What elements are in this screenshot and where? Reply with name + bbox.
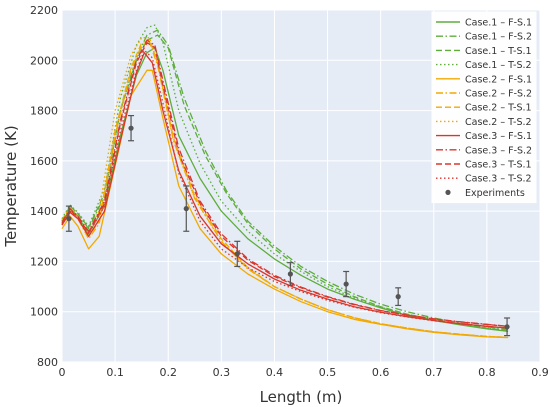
series-line-case-3-t-s-2 [61, 49, 509, 329]
legend-item: Case.2 – T-S.2 [436, 117, 532, 128]
experiment-point [343, 270, 350, 298]
series-line-case-3-t-s-1 [61, 42, 509, 328]
y-tick-label: 2000 [30, 54, 58, 67]
svg-text:Case.1 – T-S.2: Case.1 – T-S.2 [465, 60, 532, 71]
x-tick-label: 0.6 [372, 366, 390, 379]
y-tick-label: 1000 [30, 306, 58, 319]
svg-text:Experiments: Experiments [465, 188, 525, 199]
y-tick-label: 1600 [30, 155, 58, 168]
legend-item: Case.2 – T-S.1 [436, 103, 532, 114]
experiment-point [65, 205, 72, 232]
svg-text:Case.3 – T-S.1: Case.3 – T-S.1 [465, 160, 532, 171]
legend-item: Case.2 – F-S.1 [436, 74, 532, 85]
series-line-case-1-t-s-1 [61, 34, 509, 332]
svg-text:Case.3 – F-S.1: Case.3 – F-S.1 [465, 131, 532, 142]
x-tick-label: 0.7 [425, 366, 443, 379]
legend: Case.1 – F-S.1 Case.1 – F-S.2 Case.1 – T-S… [431, 11, 537, 204]
experiments-layer [65, 114, 511, 337]
y-tick-label: 1400 [30, 205, 58, 218]
y-tick-label: 2200 [30, 4, 58, 17]
legend-item: Case.1 – T-S.2 [436, 60, 532, 71]
y-tick-label: 800 [37, 356, 58, 369]
svg-text:Case.2 – F-S.2: Case.2 – F-S.2 [465, 89, 532, 100]
legend-item: Case.2 – F-S.2 [436, 89, 532, 100]
y-tick-label: 1200 [30, 255, 58, 268]
legend-box [431, 11, 537, 204]
series-line-case-1-f-s-2 [61, 29, 509, 330]
svg-text:Case.2 – F-S.1: Case.2 – F-S.1 [465, 74, 532, 85]
series-layer [61, 24, 509, 339]
x-tick-label: 0.1 [106, 366, 124, 379]
y-tick-label: 1800 [30, 105, 58, 118]
series-line-case-2-t-s-1 [61, 39, 509, 339]
legend-item: Case.1 – F-S.1 [436, 18, 532, 29]
legend-item-experiments: Experiments [445, 188, 525, 199]
svg-text:Case.3 – F-S.2: Case.3 – F-S.2 [465, 145, 532, 156]
x-tick-label: 0.9 [531, 366, 549, 379]
x-tick-label: 0 [59, 366, 66, 379]
svg-text:Case.1 – T-S.1: Case.1 – T-S.1 [465, 46, 532, 57]
experiment-point [395, 287, 402, 307]
y-axis-ticks: 800 1000 1200 1400 1600 1800 2000 2200 [30, 4, 58, 369]
svg-text:Case.2 – T-S.2: Case.2 – T-S.2 [465, 117, 532, 128]
legend-item: Case.3 – T-S.2 [436, 174, 532, 185]
x-tick-label: 0.8 [478, 366, 496, 379]
x-tick-label: 0.3 [213, 366, 231, 379]
series-line-case-1-t-s-2 [61, 24, 509, 332]
experiment-point [504, 317, 511, 337]
x-axis-label: Length (m) [260, 388, 343, 406]
experiment-point [287, 262, 294, 286]
series-line-case-2-f-s-2 [61, 42, 509, 339]
experiment-point [183, 185, 190, 232]
x-tick-label: 0.5 [319, 366, 337, 379]
legend-item: Case.3 – T-S.1 [436, 160, 532, 171]
legend-item: Case.3 – F-S.2 [436, 145, 532, 156]
svg-text:Case.1 – F-S.2: Case.1 – F-S.2 [465, 32, 532, 43]
x-tick-label: 0.4 [266, 366, 284, 379]
legend-item: Case.1 – F-S.2 [436, 32, 532, 43]
experiment-point [234, 240, 241, 268]
series-line-case-2-f-s-1 [61, 69, 509, 339]
svg-text:Case.3 – T-S.2: Case.3 – T-S.2 [465, 174, 532, 185]
x-tick-label: 0.2 [159, 366, 177, 379]
experiment-point [128, 114, 135, 142]
svg-text:Case.2 – T-S.1: Case.2 – T-S.1 [465, 103, 532, 114]
x-axis-ticks: 0 0.1 0.2 0.3 0.4 0.5 0.6 0.7 0.8 0.9 [59, 366, 549, 379]
legend-item: Case.1 – T-S.1 [436, 46, 532, 57]
legend-item: Case.3 – F-S.1 [436, 131, 532, 142]
y-axis-label: Temperature (K) [2, 125, 20, 247]
svg-text:Case.1 – F-S.1: Case.1 – F-S.1 [465, 18, 532, 29]
series-line-case-3-f-s-2 [61, 39, 509, 327]
